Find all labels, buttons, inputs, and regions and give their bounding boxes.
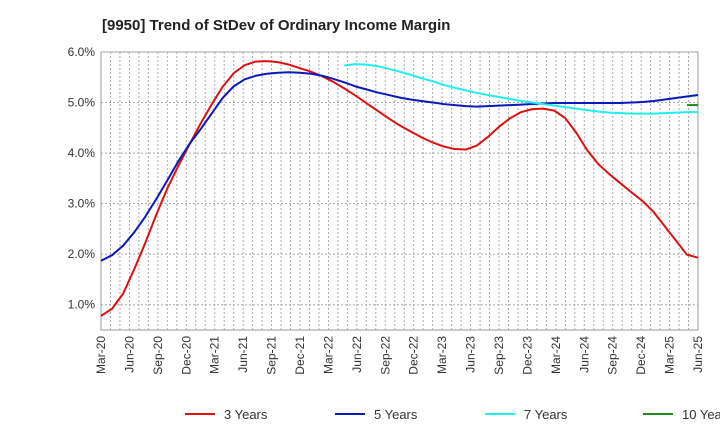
x-tick-label: Mar-20 [94,336,108,374]
x-tick-label: Mar-23 [435,336,449,374]
legend-label: 7 Years [524,407,568,422]
x-tick-label: Dec-24 [634,336,648,375]
series-line-5-years [100,71,699,262]
y-tick-label: 4.0% [68,146,96,160]
x-tick-label: Jun-23 [464,336,478,373]
legend: 3 Years 5 Years 7 Years 10 Years [185,407,720,422]
series-lines [100,60,699,317]
plot-area [100,51,699,331]
x-tick-label: Mar-25 [663,336,677,374]
x-tick-label: Sep-23 [492,336,506,375]
y-tick-label: 5.0% [68,96,96,110]
y-tick-label: 2.0% [68,247,96,261]
series-line-3-years [100,60,699,317]
y-axis-ticks: 1.0% 2.0% 3.0% 4.0% 5.0% 6.0% [68,45,96,312]
x-tick-label: Dec-22 [407,336,421,375]
x-tick-label: Jun-25 [691,336,705,373]
legend-label: 10 Years [682,407,720,422]
x-tick-label: Dec-23 [520,336,534,375]
legend-label: 3 Years [224,407,268,422]
x-tick-label: Jun-20 [122,336,136,373]
x-tick-label: Jun-22 [350,336,364,373]
x-tick-label: Dec-20 [179,336,193,375]
x-tick-label: Sep-24 [606,336,620,375]
series-line-7-years [344,63,698,115]
x-tick-label: Jun-24 [577,336,591,373]
y-tick-label: 3.0% [68,197,96,211]
x-tick-label: Sep-22 [378,336,392,375]
x-tick-label: Mar-24 [549,336,563,374]
x-tick-label: Sep-20 [151,336,165,375]
x-tick-label: Mar-22 [321,336,335,374]
x-tick-label: Mar-21 [208,336,222,374]
x-axis-ticks: Mar-20 Jun-20 Sep-20 Dec-20 Mar-21 Jun-21 Sep-… [94,336,705,375]
x-tick-label: Sep-21 [265,336,279,375]
legend-label: 5 Years [374,407,418,422]
x-tick-label: Dec-21 [293,336,307,375]
x-tick-label: Jun-21 [236,336,250,373]
y-tick-label: 1.0% [68,298,96,312]
chart-title: [9950] Trend of StDev of Ordinary Income… [102,17,450,34]
y-tick-label: 6.0% [68,45,96,59]
